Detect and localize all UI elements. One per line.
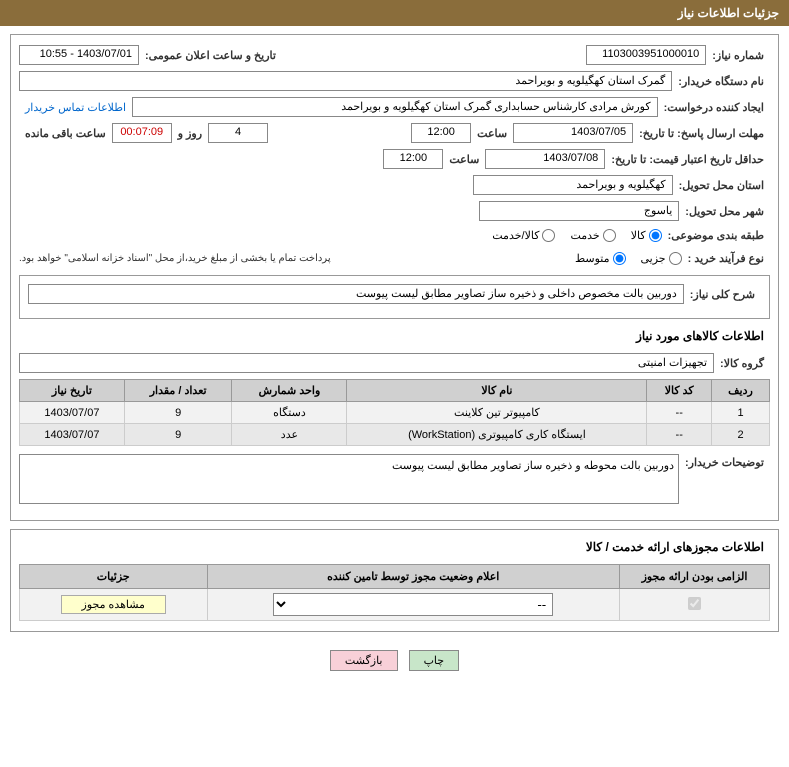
cat-goods-radio[interactable] [649,229,662,242]
status-select[interactable]: -- [273,593,553,616]
announce-dt-value: 1403/07/01 - 10:55 [19,45,139,65]
action-buttons: چاپ بازگشت [0,640,789,681]
goods-info-title: اطلاعات کالاهای مورد نیاز [19,325,770,347]
need-desc-label: شرح کلی نیاز: [684,286,761,303]
cell-date: 1403/07/07 [20,402,125,424]
need-no-value: 1103003951000010 [586,45,706,65]
buyer-org-value: گمرک استان کهگیلویه و بویراحمد [19,71,672,91]
license-panel: اطلاعات مجوزهای ارائه خدمت / کالا الزامی… [10,529,779,632]
contact-link[interactable]: اطلاعات تماس خریدار [19,101,132,114]
resp-deadline-label: مهلت ارسال پاسخ: تا تاریخ: [633,125,770,142]
hour-label-2: ساعت [443,151,485,168]
th-name: نام کالا [347,380,647,402]
goods-group-value: تجهیزات امنیتی [19,353,714,373]
view-license-button[interactable]: مشاهده مجوز [61,595,166,614]
cell-qty: 9 [124,402,232,424]
remaining-label: ساعت باقی مانده [19,125,112,142]
category-label: طبقه بندی موضوعی: [662,227,770,244]
th-unit: واحد شمارش [232,380,347,402]
cell-row: 1 [712,402,770,424]
requester-value: کورش مرادی کارشناس حسابداری گمرک استان ک… [132,97,658,117]
cat-service-radio[interactable] [603,229,616,242]
th-code: کد کالا [647,380,712,402]
cell-code: -- [647,402,712,424]
th-row: ردیف [712,380,770,402]
table-row: 2--ایستگاه کاری کامپیوتری (WorkStation)ع… [20,424,770,446]
purchase-type-group: جزیی متوسط [575,252,682,265]
license-row: -- مشاهده مجوز [20,589,770,621]
announce-dt-label: تاریخ و ساعت اعلان عمومی: [139,47,282,64]
main-panel: شماره نیاز: 1103003951000010 تاریخ و ساع… [10,34,779,521]
cell-name: ایستگاه کاری کامپیوتری (WorkStation) [347,424,647,446]
th-date: تاریخ نیاز [20,380,125,402]
buyer-notes-value: دوربین بالت محوطه و ذخیره ساز تصاویر مطا… [19,454,679,504]
days-and-label: روز و [172,125,208,142]
resp-time-value: 12:00 [411,123,471,143]
cat-goods-label: کالا [631,229,646,242]
lic-th-status: اعلام وضعیت مجوز توسط تامین کننده [207,565,620,589]
th-qty: تعداد / مقدار [124,380,232,402]
buyer-org-label: نام دستگاه خریدار: [672,73,770,90]
need-no-label: شماره نیاز: [706,47,770,64]
lic-th-details: جزئیات [20,565,208,589]
resp-date-value: 1403/07/05 [513,123,633,143]
need-desc-value: دوربین بالت مخصوص داخلی و ذخیره ساز تصاو… [28,284,684,304]
cell-unit: عدد [232,424,347,446]
cat-service-label: خدمت [570,229,599,242]
buyer-notes-label: توضیحات خریدار: [679,454,770,471]
page-header: جزئیات اطلاعات نیاز [0,0,789,26]
pt-partial-label: جزیی [641,252,666,265]
city-label: شهر محل تحویل: [679,203,770,220]
cell-unit: دستگاه [232,402,347,424]
price-time-value: 12:00 [383,149,443,169]
days-left-value: 4 [208,123,268,143]
pt-medium-radio[interactable] [613,252,626,265]
license-table: الزامی بودن ارائه مجوز اعلام وضعیت مجوز … [19,564,770,621]
cell-date: 1403/07/07 [20,424,125,446]
cat-both-label: کالا/خدمت [492,229,539,242]
price-date-value: 1403/07/08 [485,149,605,169]
license-info-title: اطلاعات مجوزهای ارائه خدمت / کالا [19,536,770,558]
goods-group-label: گروه کالا: [714,355,770,372]
category-radio-group: کالا خدمت کالا/خدمت [492,229,661,242]
header-title: جزئیات اطلاعات نیاز [678,6,779,20]
lic-th-mandatory: الزامی بودن ارائه مجوز [620,565,770,589]
purchase-type-label: نوع فرآیند خرید : [682,250,770,267]
back-button[interactable]: بازگشت [330,650,398,671]
cat-both-radio[interactable] [542,229,555,242]
cell-row: 2 [712,424,770,446]
cell-name: کامپیوتر تین کلاینت [347,402,647,424]
hour-label-1: ساعت [471,125,513,142]
mandatory-checkbox [688,597,701,610]
cell-code: -- [647,424,712,446]
need-desc-panel: شرح کلی نیاز: دوربین بالت مخصوص داخلی و … [19,275,770,319]
city-value: یاسوج [479,201,679,221]
province-value: کهگیلویه و بویراحمد [473,175,673,195]
goods-table: ردیف کد کالا نام کالا واحد شمارش تعداد /… [19,379,770,446]
payment-note: پرداخت تمام یا بخشی از مبلغ خرید،از محل … [19,253,331,264]
countdown-value: 00:07:09 [112,123,172,143]
pt-partial-radio[interactable] [669,252,682,265]
pt-medium-label: متوسط [575,252,610,265]
cell-qty: 9 [124,424,232,446]
print-button[interactable]: چاپ [409,650,460,671]
price-valid-label: حداقل تاریخ اعتبار قیمت: تا تاریخ: [605,151,770,168]
requester-label: ایجاد کننده درخواست: [658,99,770,116]
province-label: استان محل تحویل: [673,177,770,194]
table-row: 1--کامپیوتر تین کلاینتدستگاه91403/07/07 [20,402,770,424]
